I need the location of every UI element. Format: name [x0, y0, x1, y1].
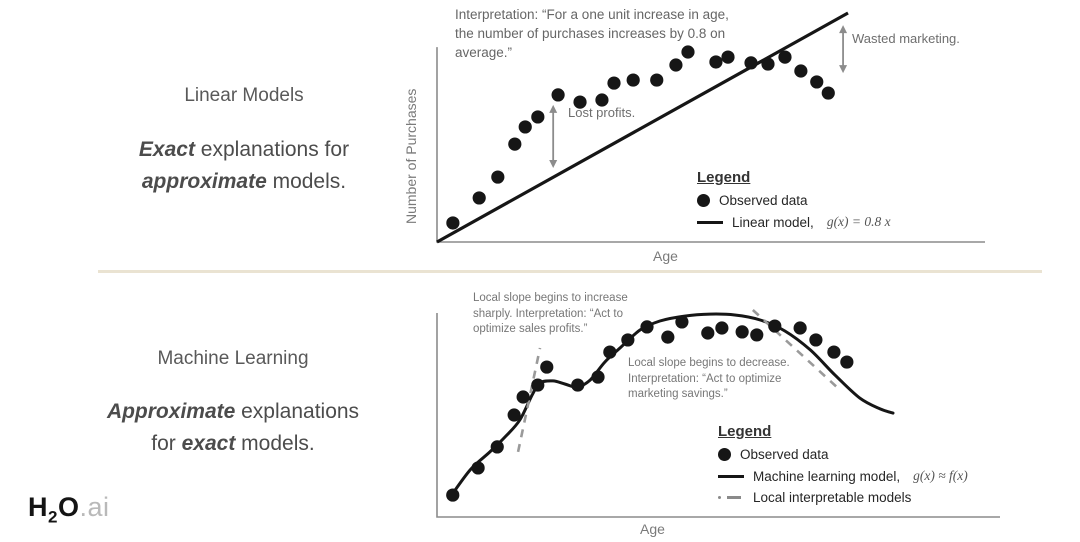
lost-profits-text: Lost profits.: [568, 105, 636, 120]
lost-profits-label: Lost profits.: [568, 104, 635, 121]
legend-label: Local interpretable models: [753, 490, 912, 505]
x-axis-label: Age: [640, 521, 665, 537]
legend-label: Linear model,: [732, 214, 814, 230]
logo-ai-text: .ai: [79, 492, 110, 522]
machine-learning-title: Machine Learning: [157, 348, 309, 369]
dash-dot-marker-icon: [718, 496, 744, 499]
decrease-slope-annotation: Local slope begins to decrease. Interpre…: [628, 357, 790, 400]
emphasis-exact: Exact: [138, 138, 195, 161]
legend-label: Observed data: [740, 447, 829, 462]
wasted-marketing-text: Wasted marketing.: [852, 31, 960, 46]
legend-equation: g(x) ≈ f(x): [913, 468, 968, 483]
emphasis-approximate: Approximate: [106, 400, 236, 423]
machine-learning-chart: Local slope begins to increase sharply. …: [410, 283, 1058, 542]
legend: Legend Observed data Machine learning mo…: [718, 423, 968, 511]
linear-models-title: Linear Models: [184, 85, 304, 106]
legend-label: Machine learning model,: [753, 468, 901, 484]
legend-label: Observed data: [719, 193, 808, 208]
x-axis-label: Age: [653, 248, 678, 264]
linear-model-plot: [436, 11, 985, 244]
linear-models-description: Exact explanations for approximate model…: [79, 134, 409, 198]
machine-learning-plot: [436, 309, 1000, 518]
desc-text: for: [151, 432, 182, 455]
desc-text: models.: [266, 170, 347, 193]
legend-item-ml-model: Machine learning model, g(x) ≈ f(x): [718, 468, 968, 484]
interpretation-note: Interpretation: “For a one unit increase…: [455, 7, 729, 60]
emphasis-exact: exact: [181, 432, 236, 455]
linear-model-chart: Interpretation: “For a one unit increase…: [403, 0, 1010, 270]
section-divider: [98, 270, 1042, 273]
legend: Legend Observed data Linear model, g(x) …: [697, 169, 891, 236]
logo-h2o-text: H2O: [28, 492, 80, 527]
legend-item-linear-model: Linear model, g(x) = 0.8 x: [697, 214, 891, 230]
machine-learning-description: Approximate explanations for exact model…: [59, 396, 407, 460]
line-marker-icon: [697, 220, 723, 224]
desc-text: explanations for: [194, 138, 350, 161]
wasted-marketing-label: Wasted marketing.: [852, 30, 960, 47]
dash-dot-dash: [727, 496, 741, 499]
dot-marker-icon: [718, 448, 731, 461]
legend-item-local-models: Local interpretable models: [718, 490, 968, 505]
legend-title: Legend: [718, 423, 772, 440]
emphasis-approximate: approximate: [141, 170, 267, 193]
y-axis-label: Number of Purchases: [403, 88, 419, 224]
dot-marker-icon: [697, 194, 710, 207]
dash-dot-dot: [718, 496, 721, 499]
h2o-ai-logo: H2O.ai: [28, 492, 110, 527]
desc-text: models.: [235, 432, 315, 455]
line-marker-icon: [718, 474, 744, 478]
legend-equation: g(x) = 0.8 x: [826, 214, 891, 229]
increase-slope-annotation: Local slope begins to increase sharply. …: [473, 292, 628, 335]
desc-text: explanations: [235, 400, 360, 423]
legend-title: Legend: [697, 169, 751, 186]
legend-item-observed-data: Observed data: [697, 193, 891, 208]
legend-item-observed-data: Observed data: [718, 447, 968, 462]
